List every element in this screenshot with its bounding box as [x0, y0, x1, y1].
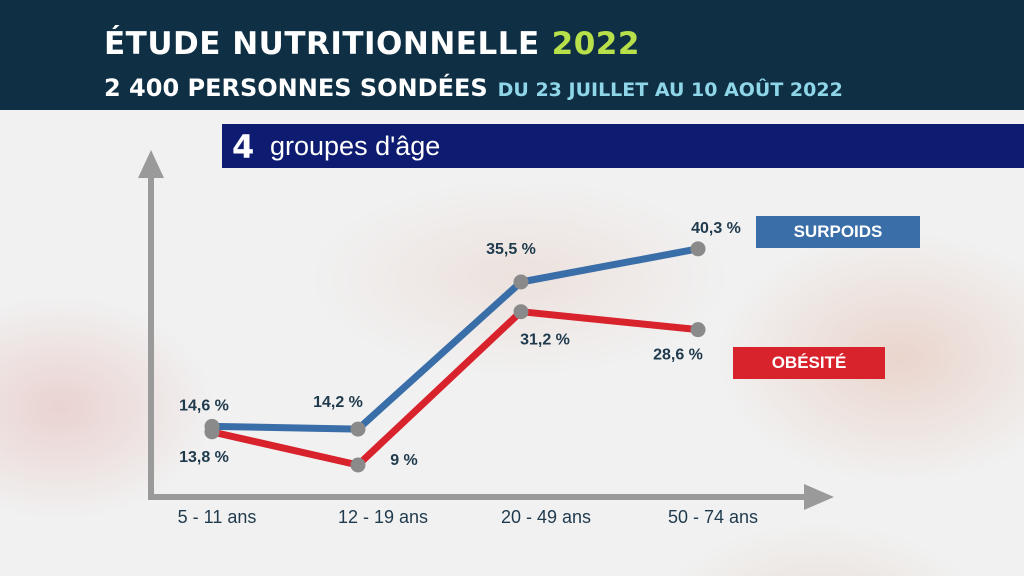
- chart-axes: [138, 150, 834, 510]
- x-tick-label: 12 - 19 ans: [338, 507, 428, 527]
- data-label: 9 %: [390, 452, 418, 469]
- data-label: 31,2 %: [520, 332, 570, 349]
- subtitle: 2 400 PERSONNES SONDÉES DU 23 JUILLET AU …: [104, 74, 843, 102]
- title-year: 2022: [551, 26, 640, 62]
- data-label: 14,6 %: [179, 397, 229, 414]
- data-label: 28,6 %: [653, 347, 703, 364]
- series-line-1: [208, 308, 702, 469]
- y-axis-arrow: [138, 150, 164, 178]
- series-line-0: [208, 245, 702, 433]
- data-label: 14,2 %: [313, 394, 363, 411]
- data-label: 40,3 %: [691, 220, 741, 237]
- chart-series-lines: [208, 245, 702, 469]
- x-tick-label: 50 - 74 ans: [668, 507, 758, 527]
- data-label: 35,5 %: [486, 241, 536, 258]
- chart-markers: [204, 241, 706, 473]
- page-title: ÉTUDE NUTRITIONNELLE 2022: [104, 26, 640, 62]
- legend-surpoids: SURPOIDS: [756, 216, 920, 248]
- legend-obesite: OBÉSITÉ: [733, 347, 885, 379]
- chart-x-tick-labels: 5 - 11 ans 12 - 19 ans 20 - 49 ans 50 - 74 …: [178, 507, 758, 527]
- age-groups-label: groupes d'âge: [270, 131, 441, 161]
- data-point: [690, 241, 706, 257]
- subtitle-dates: DU 23 JUILLET AU 10 AOÛT 2022: [497, 79, 843, 101]
- subtitle-sample-size: 2 400 PERSONNES SONDÉES: [104, 74, 488, 102]
- data-point: [690, 322, 706, 338]
- data-point: [513, 274, 529, 290]
- data-point: [350, 421, 366, 437]
- data-point: [513, 304, 529, 320]
- data-point: [204, 424, 220, 440]
- header-banner: ÉTUDE NUTRITIONNELLE 2022 2 400 PERSONNES…: [0, 0, 1024, 110]
- chart-data-labels: 14,6 % 14,2 % 35,5 % 40,3 % 13,8 % 9 % 31,2 % 2…: [179, 220, 741, 469]
- age-groups-banner: 4 groupes d'âge: [222, 124, 1024, 168]
- age-groups-count: 4: [232, 128, 255, 166]
- x-axis-arrow: [804, 484, 834, 510]
- x-tick-label: 5 - 11 ans: [178, 507, 257, 527]
- data-point: [350, 457, 366, 473]
- data-label: 13,8 %: [179, 449, 229, 466]
- x-tick-label: 20 - 49 ans: [501, 507, 591, 527]
- title-text: ÉTUDE NUTRITIONNELLE: [104, 26, 540, 62]
